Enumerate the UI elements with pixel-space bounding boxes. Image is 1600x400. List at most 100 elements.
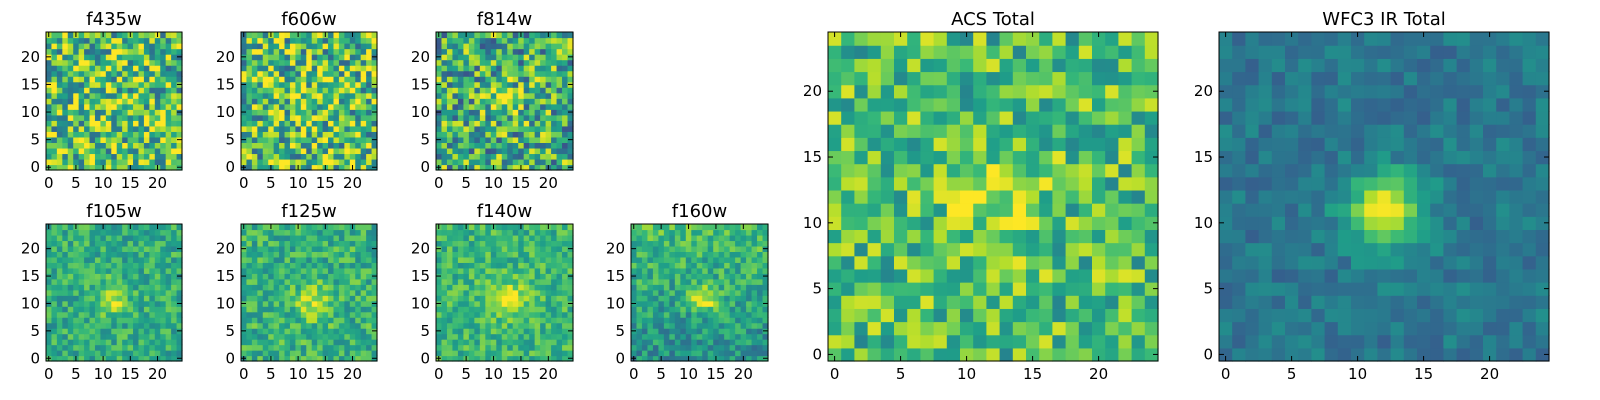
heatmap-cell: [841, 203, 855, 217]
heatmap-cell: [496, 59, 503, 66]
heatmap-cell: [349, 65, 356, 72]
heatmap-cell: [674, 295, 681, 302]
heatmap-cell: [67, 81, 74, 88]
heatmap-cell: [518, 136, 525, 143]
heatmap-cell: [457, 98, 464, 105]
heatmap-cell: [56, 251, 63, 258]
heatmap-cell: [62, 70, 69, 77]
heatmap-cell: [257, 136, 264, 143]
heatmap-cell: [111, 355, 118, 362]
heatmap-cell: [154, 328, 161, 335]
heatmap-cell: [1118, 321, 1133, 336]
heatmap-cell: [562, 103, 569, 110]
heatmap-cell: [702, 306, 709, 313]
heatmap-cell: [322, 284, 329, 291]
heatmap-cell: [446, 98, 454, 105]
heatmap-cell: [56, 267, 63, 274]
heatmap-cell: [641, 278, 649, 285]
heatmap-cell: [501, 92, 508, 99]
heatmap-cell: [718, 256, 725, 263]
heatmap-cell: [474, 355, 481, 362]
heatmap-cell: [51, 153, 58, 160]
heatmap-cell: [436, 256, 443, 263]
heatmap-cell: [89, 311, 96, 318]
heatmap-cell: [56, 43, 63, 50]
heatmap-cell: [143, 234, 150, 242]
heatmap-cell: [485, 322, 492, 329]
heatmap-cell: [735, 273, 742, 280]
heatmap-cell: [1092, 255, 1106, 270]
heatmap-cell: [100, 142, 107, 149]
heatmap-cell: [338, 295, 345, 302]
heatmap-cell: [56, 92, 63, 99]
heatmap-cell: [371, 344, 378, 351]
heatmap-cell: [518, 48, 525, 55]
heatmap-cell: [663, 256, 670, 263]
heatmap-cell: [273, 267, 280, 274]
heatmap-cell: [295, 103, 302, 110]
heatmap-cell: [669, 278, 676, 285]
heatmap-cell: [94, 92, 101, 99]
heatmap-cell: [479, 317, 486, 324]
heatmap-cell: [171, 322, 178, 329]
heatmap-cell: [457, 37, 464, 44]
heatmap-cell: [556, 278, 563, 285]
heatmap-cell: [718, 278, 725, 285]
heatmap-cell: [691, 224, 698, 231]
heatmap-cell: [718, 251, 725, 258]
heatmap-cell: [111, 234, 118, 242]
heatmap-cell: [463, 278, 470, 285]
heatmap-cell: [262, 306, 269, 313]
heatmap-cell: [78, 70, 85, 77]
heatmap-cell: [241, 289, 248, 296]
heatmap-cell: [56, 125, 63, 132]
heatmap-cell: [920, 229, 935, 244]
heatmap-cell: [757, 350, 764, 357]
heatmap-cell: [105, 81, 112, 88]
heatmap-cell: [160, 164, 167, 171]
heatmap-cell: [317, 240, 324, 247]
heatmap-cell: [78, 164, 85, 171]
heatmap-cell: [78, 333, 85, 340]
heatmap-cell: [100, 311, 107, 318]
heatmap-cell: [457, 224, 464, 231]
heatmap-cell: [311, 328, 318, 335]
heatmap-cell: [295, 98, 302, 105]
heatmap-cell: [295, 262, 302, 269]
heatmap-cell: [751, 251, 758, 258]
heatmap-cell: [496, 240, 503, 247]
axes-frame: [240, 223, 378, 362]
heatmap-cell: [333, 350, 340, 357]
heatmap-cell: [84, 295, 91, 302]
heatmap-cell: [355, 355, 362, 362]
heatmap-cell: [322, 125, 329, 132]
heatmap-cell: [116, 289, 123, 296]
x-tick-label: 5: [461, 174, 471, 192]
heatmap-cell: [474, 158, 481, 166]
heatmap-cell: [333, 322, 340, 329]
heatmap-cell: [311, 267, 318, 274]
heatmap-cell: [441, 81, 448, 88]
heatmap-cell: [78, 81, 85, 88]
heatmap-cell: [133, 59, 140, 66]
heatmap-cell: [338, 147, 345, 155]
heatmap-cell: [56, 278, 63, 285]
heatmap-cell: [51, 229, 58, 236]
heatmap-cell: [1092, 229, 1106, 244]
heatmap-cell: [138, 267, 145, 274]
heatmap-cell: [540, 153, 547, 160]
heatmap-cell: [567, 344, 574, 351]
heatmap-cell: [89, 284, 96, 291]
heatmap-cell: [279, 278, 286, 285]
heatmap-cell: [658, 284, 665, 291]
heatmap-cell: [740, 234, 747, 242]
heatmap-cell: [707, 339, 714, 346]
heatmap-cell: [894, 282, 908, 296]
heatmap-cell: [468, 98, 475, 105]
heatmap-cell: [920, 255, 935, 270]
heatmap-cell: [999, 203, 1014, 217]
heatmap-cell: [273, 240, 280, 247]
heatmap-cell: [436, 234, 443, 242]
heatmap-cell: [279, 54, 286, 61]
heatmap-cell: [973, 163, 987, 178]
